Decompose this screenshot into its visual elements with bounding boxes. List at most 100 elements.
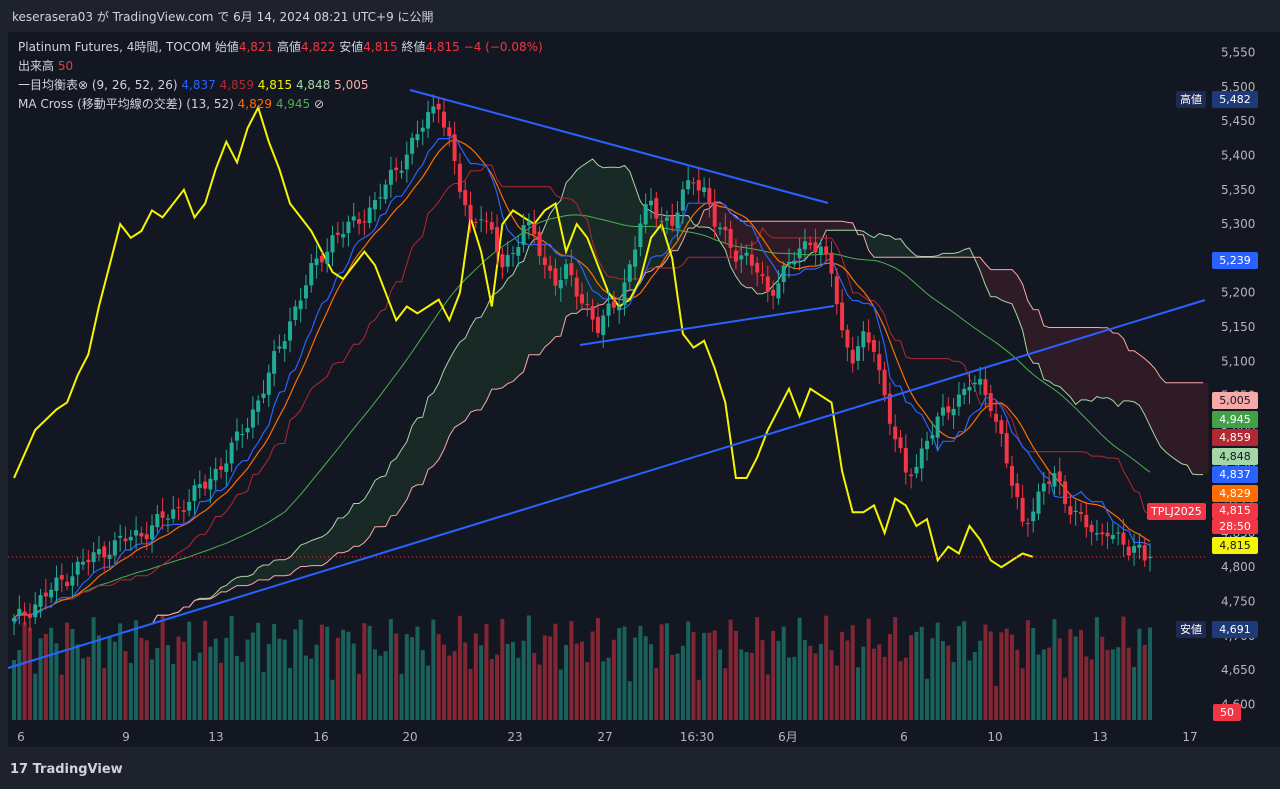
candle-body [12,617,16,622]
cloud-segment [608,167,614,299]
candle-body [723,226,728,231]
symbol-tag: TPLJ2025 [1147,503,1206,520]
candle-body [999,420,1004,434]
cloud-segment [396,449,402,516]
ichimoku-chikou-value: 4,815 [257,78,293,92]
volume-bar [728,619,733,720]
volume-bar [420,650,425,720]
cloud-segment [475,317,482,411]
candle-body [962,388,967,395]
volume-bar [96,635,101,720]
volume-bar [526,615,531,720]
volume-bar [463,642,468,720]
cloud-segment [374,477,381,527]
candle-body [776,283,781,299]
candle-body [744,252,749,256]
volume-bar [558,669,563,720]
volume-label[interactable]: 出来高 [18,59,55,73]
candle-body [394,167,399,171]
volume-bar [107,636,112,720]
cloud-segment [327,527,333,563]
candle-body [240,434,245,436]
volume-bar [362,623,367,720]
candle-body [441,111,446,128]
cloud-segment [996,269,1002,301]
volume-bar [330,679,335,720]
candle-body [112,540,117,556]
volume-bar [155,647,160,720]
cloud-segment [470,318,476,413]
volume-bar [314,644,319,720]
volume-bar [213,638,218,720]
candle-body [436,103,441,110]
candle-body [479,219,484,221]
cloud-segment [459,338,466,425]
volume-bar [378,655,383,720]
time-axis-tick: 13 [208,730,223,744]
cloud-segment [741,221,747,288]
high-value: 4,822 [301,40,336,54]
candle-body [1057,471,1062,482]
volume-bar [840,631,845,720]
chart-area[interactable] [8,32,1208,725]
volume-bar [606,657,611,720]
cloud-segment [725,205,731,267]
cloud-segment [337,517,344,553]
candle-body [75,561,80,575]
price-axis[interactable] [1208,32,1280,725]
price-axis-tick: 4,750 [1221,594,1255,608]
candle-body [500,254,505,268]
candle-body [49,589,54,598]
candle-body [256,400,261,412]
time-axis-tick: 13 [1092,730,1107,744]
span-b-line [151,201,1204,625]
volume-bars [12,615,1152,720]
cloud-segment [895,238,901,258]
time-axis[interactable] [8,725,1280,747]
cloud-segment [1011,269,1018,317]
trendline [7,299,1206,669]
cloud-segment [268,560,275,580]
ichimoku-label[interactable]: 一目均衡表⊗ (9, 26, 52, 26) [18,78,178,92]
volume-bar [818,643,823,720]
price-tag-ma13: 4,829 [1212,485,1258,502]
candle-body [171,509,176,519]
volume-bar [1041,649,1046,720]
candle-body [967,386,972,391]
ma-cross-label[interactable]: MA Cross (移動平均線の交差) (13, 52) [18,97,234,111]
volume-bar [240,661,245,720]
volume-bar [1052,619,1057,720]
time-axis-tick: 6月 [778,730,798,744]
volume-bar [935,622,940,720]
volume-bar [882,656,887,720]
candle-body [654,198,659,219]
candle-body [707,188,712,205]
candle-body [585,303,590,305]
candle-body [1004,433,1009,464]
cloud-segment [1134,350,1140,406]
volume-bar [224,637,229,720]
candle-body [367,207,372,224]
cloud-segment [491,292,498,390]
time-axis-tick: 16:30 [680,730,715,744]
tradingview-logo[interactable]: 17 TradingView [10,762,123,777]
volume-bar [951,662,956,720]
cloud-segment [619,165,625,299]
volume-bar [712,630,717,720]
volume-bar [325,626,330,720]
cloud-segment [438,369,444,460]
cloud-segment [1102,327,1108,399]
kijun-line [13,164,1151,625]
symbol-title[interactable]: Platinum Futures, 4時間, TOCOM [18,40,211,54]
hidden-eye-icon[interactable]: ⊘ [314,97,325,111]
candle-body [988,393,993,412]
volume-bar [638,625,643,720]
volume-bar [564,645,569,720]
candle-body [1036,491,1041,514]
cloud-segment [900,238,906,258]
volume-bar [622,626,627,720]
volume-bar [1084,656,1089,720]
high-price-tag: 5,482 [1212,91,1258,108]
candle-body [282,341,287,349]
